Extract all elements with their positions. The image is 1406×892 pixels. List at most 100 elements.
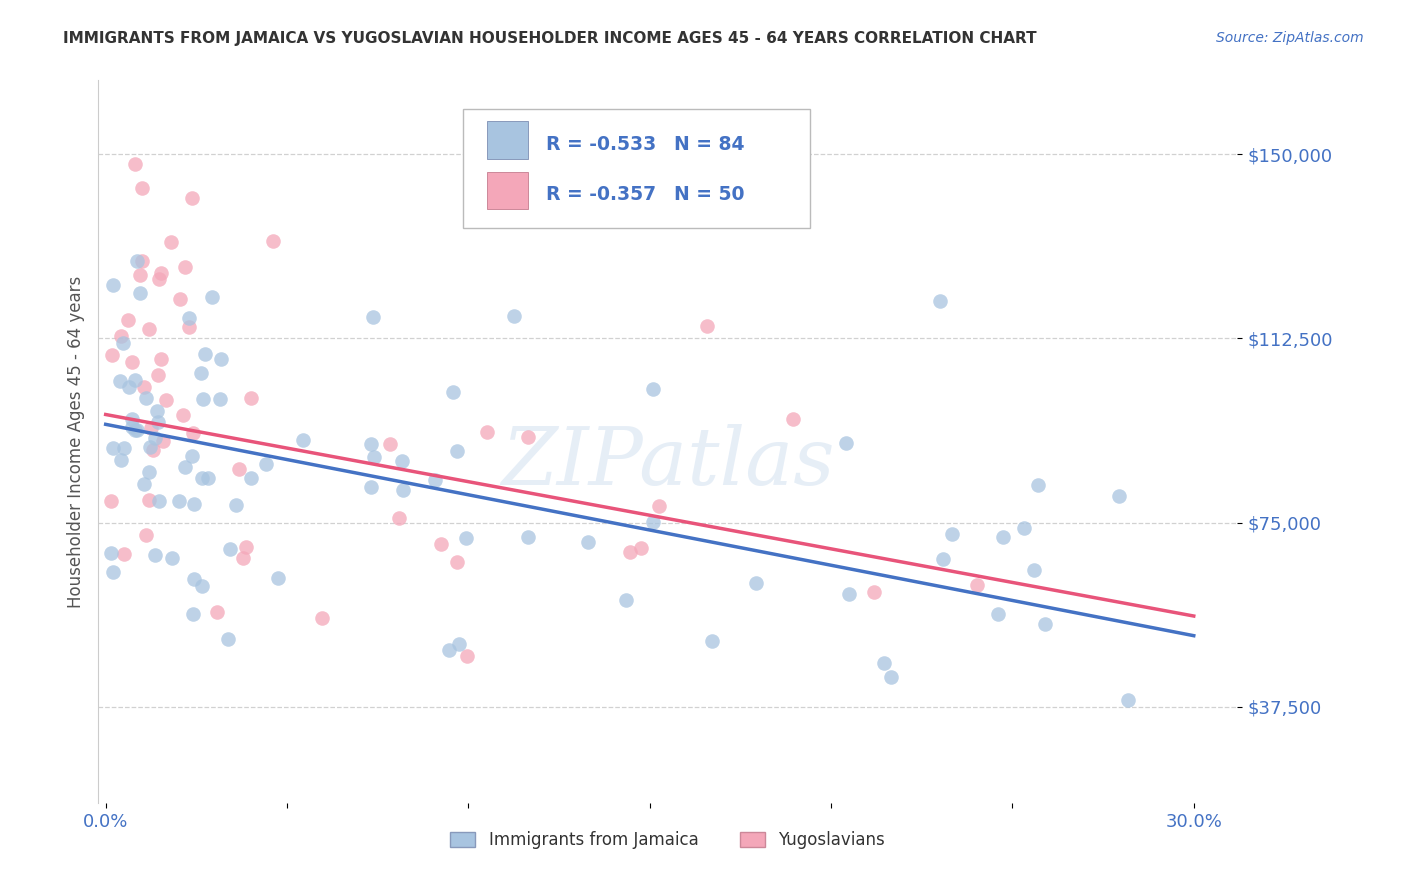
Point bbox=[863, 584, 886, 599]
Point bbox=[101, 277, 124, 292]
Point bbox=[218, 542, 240, 557]
Point bbox=[100, 546, 122, 560]
Point bbox=[456, 649, 478, 664]
Point bbox=[360, 437, 382, 451]
Point bbox=[132, 477, 155, 491]
Point bbox=[835, 436, 858, 450]
Point bbox=[132, 380, 155, 394]
Point bbox=[145, 549, 167, 563]
Point bbox=[235, 540, 257, 554]
Point bbox=[142, 442, 165, 457]
Point bbox=[160, 551, 183, 566]
Point bbox=[101, 441, 124, 455]
Point bbox=[378, 436, 401, 450]
Point bbox=[437, 643, 460, 657]
Point bbox=[225, 498, 247, 512]
Point bbox=[177, 319, 200, 334]
Point bbox=[363, 450, 385, 464]
Point bbox=[183, 497, 205, 511]
FancyBboxPatch shape bbox=[486, 121, 527, 159]
Point bbox=[191, 471, 214, 485]
Point bbox=[155, 392, 177, 407]
Point bbox=[121, 355, 143, 369]
Point bbox=[139, 440, 162, 454]
Point bbox=[181, 426, 204, 441]
Point bbox=[101, 348, 124, 362]
Point bbox=[446, 555, 468, 569]
Point bbox=[205, 606, 228, 620]
Point bbox=[112, 441, 135, 455]
Point bbox=[124, 423, 146, 437]
Point bbox=[987, 607, 1010, 621]
Point bbox=[201, 290, 224, 304]
Point bbox=[148, 368, 170, 383]
Point bbox=[387, 511, 409, 525]
Legend: Immigrants from Jamaica, Yugoslavians: Immigrants from Jamaica, Yugoslavians bbox=[444, 824, 891, 856]
Point bbox=[100, 493, 122, 508]
Point bbox=[475, 425, 498, 439]
Point bbox=[121, 419, 143, 434]
Point bbox=[101, 566, 124, 580]
Point bbox=[209, 351, 232, 366]
Point bbox=[239, 392, 262, 406]
Point bbox=[114, 548, 136, 562]
Point bbox=[138, 492, 160, 507]
Point bbox=[1118, 693, 1140, 707]
Point bbox=[127, 253, 149, 268]
Point bbox=[117, 313, 139, 327]
Point bbox=[183, 573, 205, 587]
Point bbox=[190, 366, 212, 380]
Point bbox=[254, 457, 277, 471]
Point bbox=[292, 433, 315, 447]
Point bbox=[391, 454, 413, 468]
Point bbox=[641, 515, 664, 529]
Text: R = -0.357: R = -0.357 bbox=[546, 186, 657, 204]
Point bbox=[217, 632, 239, 647]
Point bbox=[641, 382, 664, 396]
Point bbox=[172, 408, 194, 422]
Point bbox=[517, 530, 540, 544]
Point bbox=[745, 575, 768, 590]
Point bbox=[880, 670, 903, 684]
Point bbox=[108, 374, 131, 388]
Point bbox=[125, 423, 148, 437]
Point bbox=[228, 462, 250, 476]
FancyBboxPatch shape bbox=[486, 172, 527, 210]
Point bbox=[190, 579, 212, 593]
Point bbox=[169, 293, 191, 307]
Point bbox=[266, 571, 288, 585]
Text: R = -0.533: R = -0.533 bbox=[546, 135, 657, 154]
Point bbox=[181, 449, 204, 463]
Point bbox=[363, 310, 385, 324]
Point bbox=[181, 607, 204, 621]
Y-axis label: Householder Income Ages 45 - 64 years: Householder Income Ages 45 - 64 years bbox=[66, 276, 84, 607]
Point bbox=[502, 309, 524, 323]
Point bbox=[1033, 617, 1056, 632]
Point bbox=[578, 534, 600, 549]
Point bbox=[145, 431, 167, 445]
Point bbox=[932, 552, 955, 566]
Text: Source: ZipAtlas.com: Source: ZipAtlas.com bbox=[1216, 31, 1364, 45]
Point bbox=[517, 430, 540, 444]
Point bbox=[146, 415, 169, 429]
Point bbox=[180, 191, 202, 205]
Point bbox=[928, 294, 950, 309]
Point bbox=[446, 443, 468, 458]
Point bbox=[141, 421, 163, 435]
Point bbox=[152, 434, 174, 448]
Point bbox=[702, 633, 724, 648]
Point bbox=[149, 352, 172, 367]
Point bbox=[167, 493, 190, 508]
Point bbox=[696, 318, 718, 333]
Point bbox=[138, 465, 160, 479]
Point bbox=[232, 550, 254, 565]
Point bbox=[619, 544, 641, 558]
Point bbox=[941, 527, 963, 541]
Point bbox=[135, 528, 157, 542]
Point bbox=[993, 530, 1015, 544]
Point bbox=[966, 578, 988, 592]
Point bbox=[124, 157, 146, 171]
Point bbox=[262, 234, 284, 248]
Point bbox=[360, 480, 382, 494]
Point bbox=[193, 392, 215, 406]
